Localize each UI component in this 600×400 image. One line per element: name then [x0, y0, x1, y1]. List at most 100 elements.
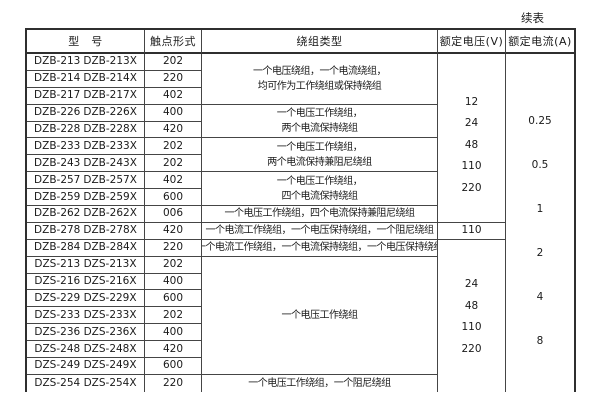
model-cell: DZB-226 DZB-226X — [27, 104, 145, 122]
contact-form-cell: 420 — [145, 341, 202, 359]
model-number: DZB-233 — [34, 139, 81, 152]
rated-voltage-cell-value: 220 — [461, 342, 482, 355]
rated-voltage-cell: 110 — [438, 222, 506, 240]
model-cell: DZB-228 DZB-228X — [27, 121, 145, 139]
contact-form-cell: 202 — [145, 138, 202, 156]
winding-type-cell: 一个电压绕组，一个电流绕组， 均可作为工作绕组或保持绕组 — [202, 54, 438, 105]
model-number-x: DZB-257X — [83, 173, 137, 186]
rated-voltage-cell-value: 110 — [461, 321, 482, 334]
model-number-x: DZB-243X — [83, 156, 137, 169]
winding-type-cell: 一个电流工作绕组，一个电流保持绕组，一个电压保持绕组 — [202, 239, 438, 257]
model-number: DZB-214 — [34, 72, 81, 85]
model-cell: DZS-236 DZS-236X — [27, 324, 145, 342]
model-number-x: DZS-229X — [83, 291, 137, 304]
winding-type-line: 一个电压工作绕组 — [281, 309, 359, 321]
winding-type-line: 四个电流保持绕组 — [281, 190, 359, 202]
model-number-x: DZB-214X — [83, 72, 137, 85]
winding-type-line: 一个电流工作绕组，一个电流保持绕组，一个电压保持绕组 — [202, 242, 438, 254]
model-cell: DZB-213 DZB-213X — [27, 54, 145, 71]
model-number: DZB-278 — [34, 224, 81, 237]
rated-voltage-cell-value: 220 — [461, 181, 482, 194]
model-number: DZB-259 — [34, 190, 81, 203]
model-number: DZS-254 — [34, 376, 81, 389]
rated-voltage-cell-value: 110 — [461, 160, 482, 173]
rated-voltage-cell: 24 48 110 220 — [438, 239, 506, 392]
model-cell: DZB-217 DZB-217X — [27, 87, 145, 105]
contact-form-cell: 220 — [145, 239, 202, 257]
rated-voltage-cell-value: 24 — [464, 117, 479, 130]
header-rated-current: 额定电流(A) — [506, 30, 574, 54]
model-number: DZS-216 — [34, 275, 81, 288]
rated-current-cell-value: 8 — [536, 334, 544, 347]
model-cell: DZB-214 DZB-214X — [27, 70, 145, 88]
header-model: 型 号 — [27, 30, 145, 54]
model-number-x: DZB-217X — [83, 89, 137, 102]
model-number: DZS-233 — [34, 308, 81, 321]
model-number-x: DZB-228X — [83, 123, 137, 135]
winding-type-cell: 一个电压工作绕组， 四个电流保持绕组 — [202, 172, 438, 207]
winding-type-cell: 一个电压工作绕组，四个电流保持兼阻尼绕组 — [202, 206, 438, 223]
rated-current-cell-value: 1 — [536, 202, 544, 215]
contact-form-cell: 402 — [145, 87, 202, 105]
contact-form-cell: 600 — [145, 358, 202, 375]
model-number: DZB-257 — [34, 173, 81, 186]
winding-type-line: 一个电压工作绕组， — [276, 141, 363, 153]
rated-current-cell-value: 0.25 — [528, 114, 552, 127]
model-number: DZS-229 — [34, 291, 81, 304]
winding-type-line: 一个电压工作绕组，四个电流保持兼阻尼绕组 — [224, 208, 416, 220]
model-number-x: DZS-213X — [83, 258, 137, 271]
header-rated-voltage: 额定电压(V) — [438, 30, 506, 54]
model-number: DZB-213 — [34, 55, 81, 68]
contact-form-cell: 420 — [145, 121, 202, 139]
winding-type-cell: 一个电压工作绕组，一个阻尼绕组 — [202, 374, 438, 392]
winding-type-cell: 一个电压工作绕组， 两个电流保持绕组 — [202, 104, 438, 139]
model-cell: DZS-216 DZS-216X — [27, 273, 145, 291]
rated-voltage-cell-value: 12 — [464, 95, 479, 108]
winding-type-cell: 一个电压工作绕组， 两个电流保持兼阻尼绕组 — [202, 138, 438, 173]
winding-type-line: 两个电流保持兼阻尼绕组 — [267, 156, 372, 168]
model-number-x: DZS-249X — [83, 359, 137, 372]
contact-form-cell: 400 — [145, 273, 202, 291]
contact-form-cell: 202 — [145, 54, 202, 71]
model-number-x: DZB-262X — [83, 207, 137, 220]
model-number: DZS-236 — [34, 325, 81, 338]
contact-form-cell: 420 — [145, 222, 202, 240]
winding-type-line: 一个电压工作绕组， — [276, 175, 363, 187]
model-cell: DZB-284 DZB-284X — [27, 239, 145, 257]
winding-type-line: 两个电流保持绕组 — [281, 123, 359, 135]
winding-type-line: 一个电压工作绕组，一个阻尼绕组 — [248, 377, 391, 389]
rated-voltage-cell-value: 24 — [464, 278, 479, 291]
model-cell: DZB-243 DZB-243X — [27, 155, 145, 173]
rated-voltage-cell-value: 110 — [461, 224, 482, 237]
model-number: DZB-226 — [34, 106, 81, 119]
rated-voltage-cell-value: 48 — [464, 138, 479, 151]
model-number: DZB-217 — [34, 89, 81, 102]
model-number: DZS-213 — [34, 258, 81, 271]
model-number: DZB-262 — [34, 207, 81, 220]
contact-form-cell: 220 — [145, 374, 202, 392]
contact-form-cell: 600 — [145, 189, 202, 207]
rated-current-cell-value: 4 — [536, 290, 544, 303]
contact-form-cell: 400 — [145, 104, 202, 122]
model-cell: DZB-262 DZB-262X — [27, 206, 145, 223]
winding-type-line: 一个电压绕组，一个电流绕组， — [253, 65, 387, 77]
winding-type-cell: 一个电压工作绕组 — [202, 256, 438, 375]
model-number-x: DZB-259X — [83, 190, 137, 203]
rated-current-cell-value: 2 — [536, 246, 544, 259]
winding-type-line: 一个电压工作绕组， — [276, 108, 363, 120]
model-number: DZS-249 — [34, 359, 81, 372]
model-cell: DZS-229 DZS-229X — [27, 290, 145, 308]
model-number-x: DZS-254X — [83, 376, 137, 389]
contact-form-cell: 202 — [145, 307, 202, 325]
model-cell: DZB-257 DZB-257X — [27, 172, 145, 190]
model-number-x: DZS-216X — [83, 275, 137, 288]
model-number: DZB-284 — [34, 241, 81, 254]
contact-form-cell: 600 — [145, 290, 202, 308]
model-cell: DZS-248 DZS-248X — [27, 341, 145, 359]
model-cell: DZS-233 DZS-233X — [27, 307, 145, 325]
model-cell: DZB-233 DZB-233X — [27, 138, 145, 156]
model-number: DZB-228 — [34, 123, 81, 135]
model-number-x: DZS-248X — [83, 342, 137, 355]
contact-form-cell: 220 — [145, 70, 202, 88]
